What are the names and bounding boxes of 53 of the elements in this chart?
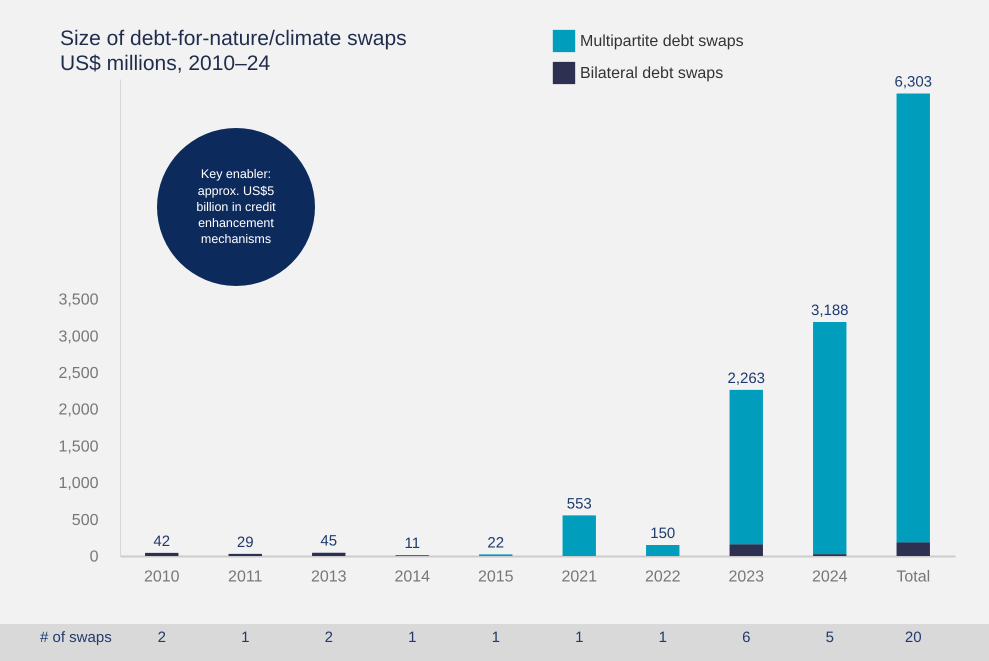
total-label: 11 xyxy=(404,535,420,552)
x-tick-label: 2013 xyxy=(310,568,347,586)
total-label: 6,303 xyxy=(894,73,932,90)
circle-badge: Key enabler: approx. US$5 billion in credit enhancement mechanisms xyxy=(157,128,315,286)
bar xyxy=(145,552,178,556)
bar xyxy=(896,93,930,542)
x-tick-label: 2011 xyxy=(228,568,263,586)
y-tick-label: 0 xyxy=(90,548,99,566)
bar xyxy=(312,552,346,556)
y-tick-label: 1,000 xyxy=(58,475,99,492)
text: # of swaps xyxy=(40,629,112,646)
x-tick-label: 2023 xyxy=(728,568,764,586)
total-label: 3,188 xyxy=(810,302,849,320)
total-label: 22 xyxy=(487,534,504,552)
text: 1 xyxy=(658,629,667,646)
total-label: 553 xyxy=(566,495,592,512)
x-tick-label: 2022 xyxy=(644,568,681,586)
chart-subtitle: US$ millions, 2010–24 xyxy=(60,52,270,75)
legend-label: Multipartite debt swaps xyxy=(580,33,744,50)
text: 5 xyxy=(826,629,834,646)
y-tick-label: 2,000 xyxy=(58,402,99,419)
chart-title: Size of debt-for-nature/climate swaps xyxy=(60,27,407,50)
bar xyxy=(562,515,596,556)
x-tick-label: 2024 xyxy=(812,568,848,586)
text: 1 xyxy=(492,629,500,646)
y-tick-label: 2,500 xyxy=(58,365,99,382)
text: 1 xyxy=(575,629,584,646)
text: 20 xyxy=(904,629,922,646)
y-tick-label: 3,500 xyxy=(58,292,99,309)
text: 2 xyxy=(158,629,166,646)
text: 2 xyxy=(324,629,333,646)
text: 1 xyxy=(408,629,416,646)
bar xyxy=(646,544,680,556)
text: 1 xyxy=(241,629,250,646)
x-tick-label: 2010 xyxy=(144,568,180,586)
legend-label: Bilateral debt swaps xyxy=(580,65,724,82)
x-tick-label: 2015 xyxy=(478,568,514,586)
text: 6 xyxy=(742,629,750,646)
x-tick-label: 2021 xyxy=(561,568,598,586)
y-tick-label: 500 xyxy=(72,512,99,529)
x-tick-label: 2014 xyxy=(394,568,430,586)
y-tick-label: 1,500 xyxy=(58,438,99,456)
total-label: 42 xyxy=(153,532,170,550)
bar xyxy=(730,544,763,556)
total-label: 29 xyxy=(236,534,254,551)
bar xyxy=(813,322,846,554)
bar xyxy=(896,542,930,556)
bar xyxy=(730,390,763,544)
y-tick-label: 3,000 xyxy=(58,328,99,346)
total-label: 150 xyxy=(650,524,676,542)
total-label: 45 xyxy=(320,532,338,550)
total-label: 2,263 xyxy=(727,370,766,387)
x-tick-label: Total xyxy=(896,568,930,586)
